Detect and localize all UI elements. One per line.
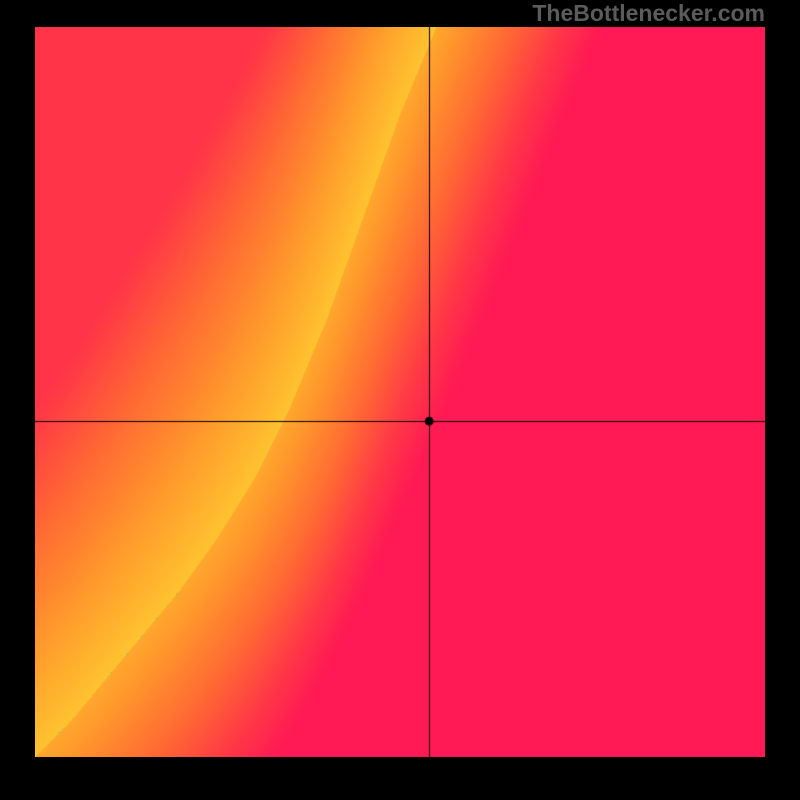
chart-container: TheBottlenecker.com — [0, 0, 800, 800]
bottleneck-heatmap — [35, 27, 765, 757]
watermark-text: TheBottlenecker.com — [532, 0, 765, 27]
